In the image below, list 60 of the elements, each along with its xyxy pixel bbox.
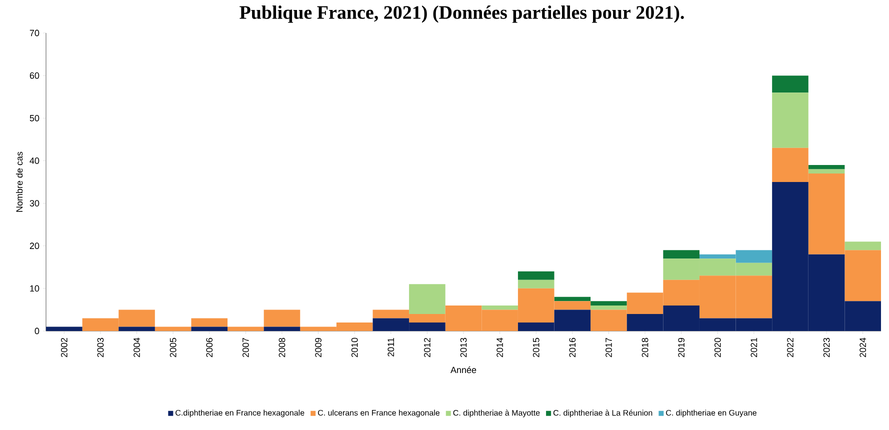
- bar: [772, 92, 808, 148]
- x-tick-label: 2013: [460, 338, 467, 358]
- y-axis-title: Nombre de cas: [16, 152, 23, 212]
- bar: [772, 76, 808, 93]
- x-tick-label: 2012: [424, 338, 430, 358]
- y-tick-label: 70: [30, 30, 40, 36]
- x-tick-label: 2024: [860, 338, 866, 358]
- bar: [46, 326, 82, 331]
- x-tick-label: 2021: [750, 338, 758, 358]
- legend-label: C. diphtheriae à Mayotte: [453, 410, 540, 418]
- bar: [228, 326, 264, 331]
- bar: [590, 301, 627, 306]
- bar: [844, 242, 881, 250]
- bar: [663, 250, 700, 259]
- bar: [264, 310, 300, 327]
- x-tick-label: 2017: [606, 338, 612, 358]
- legend-label: C. ulcerans en France hexagonale: [318, 410, 440, 418]
- x-tick-label: 2022: [787, 338, 794, 358]
- x-tick-label: 2005: [170, 338, 176, 358]
- x-tick-label: 2004: [134, 338, 140, 358]
- chart-title: Publique France, 2021) (Données partielles pour 2021).: [240, 6, 684, 23]
- y-tick-label: 10: [30, 285, 40, 292]
- bar: [554, 296, 591, 302]
- x-tick-label: 2009: [315, 338, 322, 358]
- x-tick-label: 2015: [532, 338, 540, 358]
- x-tick-label: 2014: [496, 338, 503, 358]
- x-tick-label: 2010: [351, 338, 358, 358]
- x-tick-label: 2006: [206, 338, 213, 358]
- bar: [518, 271, 554, 280]
- x-tick-label: 2023: [823, 338, 830, 358]
- y-tick-label: 40: [30, 158, 40, 164]
- x-tick-label: 2003: [97, 338, 104, 358]
- bar: [264, 326, 300, 331]
- y-tick-label: 60: [30, 72, 40, 79]
- bar: [154, 326, 192, 331]
- x-tick-label: 2008: [278, 338, 286, 358]
- x-tick-label: 2016: [569, 338, 576, 358]
- bar: [590, 305, 627, 310]
- legend-label: C.diphtheriae en France hexagonale: [176, 410, 304, 418]
- x-axis-title: Année: [450, 366, 476, 374]
- bar: [808, 164, 845, 170]
- bar: [518, 280, 554, 288]
- bar: [808, 169, 845, 174]
- legend-label: C. diphtheriae en Guyane: [666, 410, 756, 418]
- bar: [191, 318, 228, 327]
- bar: [482, 305, 518, 310]
- bar: [191, 326, 228, 331]
- legend-label: C. diphtheriae à La Réunion: [553, 410, 652, 418]
- y-tick-label: 20: [30, 242, 40, 250]
- bar: [118, 326, 155, 331]
- x-tick-label: 2020: [714, 338, 721, 358]
- bar: [409, 284, 446, 314]
- x-tick-label: 2002: [60, 338, 68, 358]
- x-tick-label: 2019: [678, 338, 685, 358]
- x-tick-label: 2018: [642, 338, 648, 358]
- x-tick-label: 2007: [242, 338, 249, 358]
- x-tick-label: 2011: [388, 338, 394, 356]
- y-tick-label: 50: [30, 114, 40, 122]
- y-tick-label: 0: [34, 328, 40, 334]
- y-tick-label: 30: [30, 200, 40, 206]
